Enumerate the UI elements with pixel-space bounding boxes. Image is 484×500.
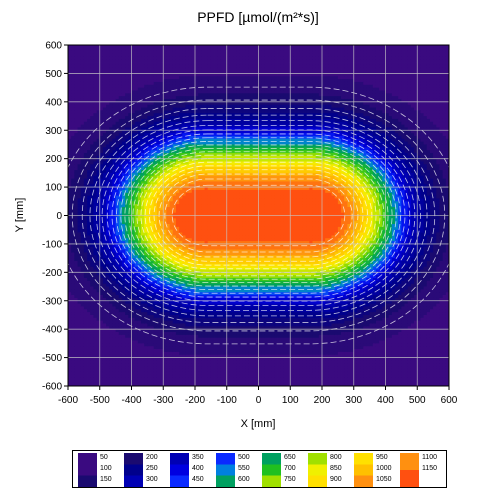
y-tick-label: 500 [45,69,62,80]
y-axis-label: Y [mm] [14,198,26,233]
legend-label: 400 [192,465,204,472]
chart-title: PPFD [µmol/(m²*s)] [197,9,319,25]
legend-label: 450 [192,476,204,483]
legend-swatch [78,453,97,487]
legend-label: 800 [330,454,342,461]
legend-label: 300 [146,476,158,483]
y-tick-label: 600 [45,41,62,52]
y-tick-label: -600 [42,382,62,393]
legend-swatch [262,453,281,487]
x-axis-label: X [mm] [241,418,276,430]
y-tick-label: 400 [45,97,62,108]
x-tick-label: -600 [58,395,78,406]
legend-label: 350 [192,454,204,461]
legend-swatch [216,453,235,487]
legend-label: 1050 [376,476,392,483]
legend-swatch [400,453,419,487]
legend-label: 650 [284,454,296,461]
legend-swatch [170,453,189,487]
grid [67,44,450,387]
legend-label: 50 [100,454,108,461]
y-tick-label: -400 [42,325,62,336]
y-tick-label: -500 [42,353,62,364]
ppfd-heatmap-chart: PPFD [µmol/(m²*s)] -600 -500 -400 -300 -200-… [14,9,458,430]
x-tick-label: -500 [90,395,110,406]
y-tick-label: -100 [42,239,62,250]
x-tick-label: -100 [217,395,237,406]
legend-label: 700 [284,465,296,472]
legend-label: 1150 [422,465,438,472]
x-tick-label: 600 [441,395,458,406]
x-tick-label: 400 [377,395,394,406]
color-legend: 50 100 150 200 250 300 350 400 450 500 550 600 650 70… [72,450,447,488]
y-tick-label: 300 [45,126,62,137]
legend-label: 850 [330,465,342,472]
legend-label: 500 [238,454,250,461]
y-tick-label: -300 [42,296,62,307]
y-tick-label: 100 [45,183,62,194]
legend-label: 200 [146,454,158,461]
y-axis: 600 500 400 300 200 100 0 -100 -200 -300 -400 -500 -… [42,41,68,393]
x-tick-label: 300 [345,395,362,406]
x-axis: -600 -500 -400 -300 -200 -100 0 100 200 300 400 500… [58,386,458,406]
x-tick-label: -200 [185,395,205,406]
legend-label: 150 [100,476,112,483]
x-tick-label: 200 [314,395,331,406]
legend-label: 900 [330,476,342,483]
x-tick-label: -300 [153,395,173,406]
legend-swatch [308,453,327,487]
x-tick-label: -400 [121,395,141,406]
legend-swatch [354,453,373,487]
x-tick-label: 100 [282,395,299,406]
legend-label: 750 [284,476,296,483]
x-tick-label: 500 [409,395,426,406]
legend-label: 550 [238,465,250,472]
legend-label: 100 [100,465,112,472]
y-tick-label: 0 [56,211,62,222]
legend-label: 1000 [376,465,392,472]
legend-swatch [124,453,143,487]
heatmap-surface [68,45,449,386]
y-tick-label: 200 [45,154,62,165]
legend-label: 1100 [422,454,438,461]
legend-label: 600 [238,476,250,483]
y-tick-label: -200 [42,268,62,279]
x-tick-label: 0 [256,395,262,406]
legend-label: 250 [146,465,158,472]
legend-label: 950 [376,454,388,461]
